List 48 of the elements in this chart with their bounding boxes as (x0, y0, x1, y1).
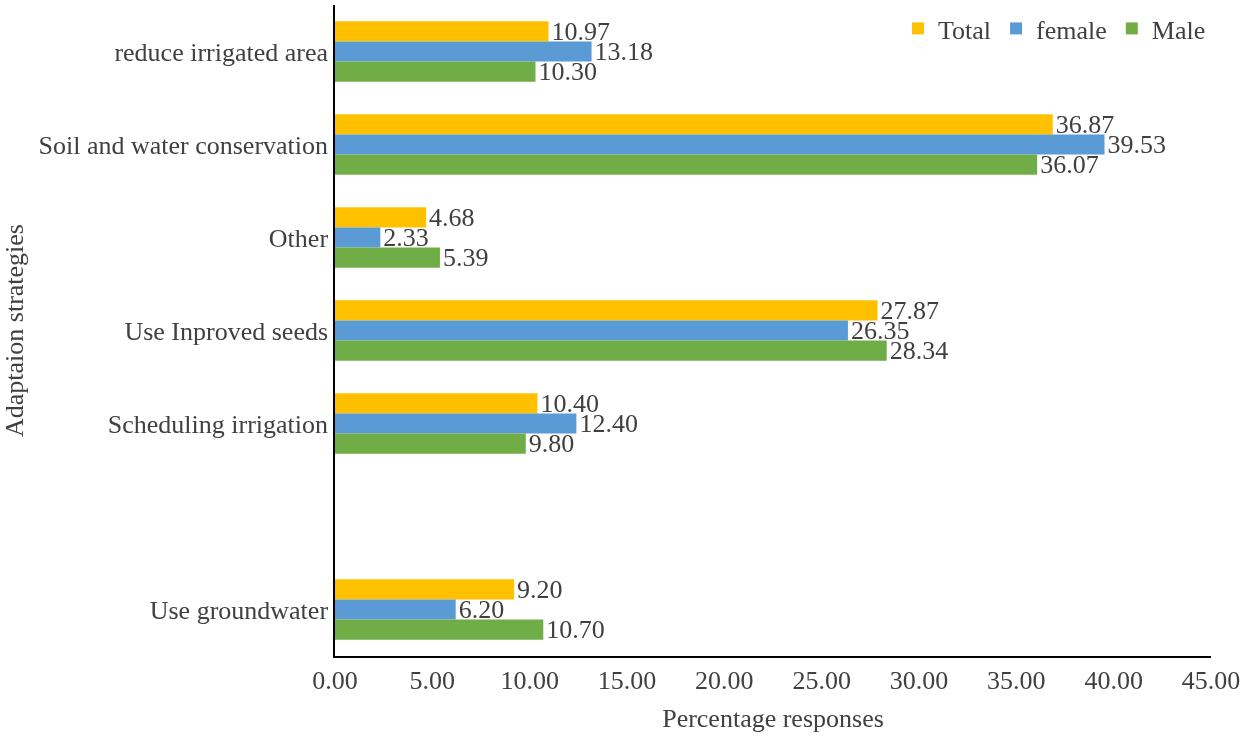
bar (335, 21, 549, 42)
bar (335, 114, 1053, 135)
data-label: 9.20 (517, 574, 563, 604)
data-label: 10.30 (538, 57, 598, 87)
bar (335, 340, 887, 361)
data-label: 5.39 (442, 243, 489, 273)
data-label: 6.20 (458, 595, 505, 624)
bar (335, 41, 592, 62)
x-tick-label: 15.00 (597, 665, 657, 695)
y-tick-label: Soil and water conservation (38, 130, 329, 160)
data-label: 2.33 (383, 223, 429, 253)
y-tick-label: Use groundwater (149, 595, 329, 625)
y-tick-label: Use Inproved seeds (124, 316, 329, 346)
bar (335, 579, 515, 600)
data-label: 4.68 (429, 202, 475, 232)
x-tick-label: 40.00 (1084, 665, 1143, 695)
bar (335, 134, 1105, 155)
x-axis-title: Percentage responses (662, 704, 884, 734)
y-axis-title: Adaptaion strategies (0, 224, 29, 437)
x-tick-label: 20.00 (695, 665, 754, 695)
legend-label: female (1036, 15, 1107, 45)
bar (335, 393, 538, 414)
x-tick-label: 0.00 (312, 665, 358, 695)
legend-label: Male (1151, 15, 1206, 45)
bar (335, 227, 381, 248)
x-tick-label: 45.00 (1181, 665, 1241, 695)
x-tick-label: 10.00 (500, 665, 559, 695)
bar (335, 154, 1038, 175)
bar (335, 207, 427, 228)
bar (335, 599, 456, 620)
legend-label: Total (938, 15, 992, 45)
x-tick-label: 30.00 (889, 665, 949, 695)
bar (335, 247, 440, 268)
data-label: 36.07 (1040, 150, 1099, 180)
x-tick-label: 25.00 (792, 665, 851, 695)
y-tick-label: reduce irrigated area (114, 37, 329, 67)
bar (335, 413, 577, 434)
data-label: 9.80 (528, 429, 575, 459)
data-label: 10.70 (546, 615, 605, 645)
y-tick-label: Scheduling irrigation (107, 409, 329, 439)
x-tick-label: 5.00 (409, 665, 456, 695)
bar (335, 320, 848, 341)
y-tick-label: Other (268, 223, 329, 253)
bar (335, 300, 878, 321)
x-tick-label: 35.00 (987, 665, 1046, 695)
bar (335, 619, 544, 640)
bar (335, 433, 526, 454)
bar (335, 61, 536, 82)
